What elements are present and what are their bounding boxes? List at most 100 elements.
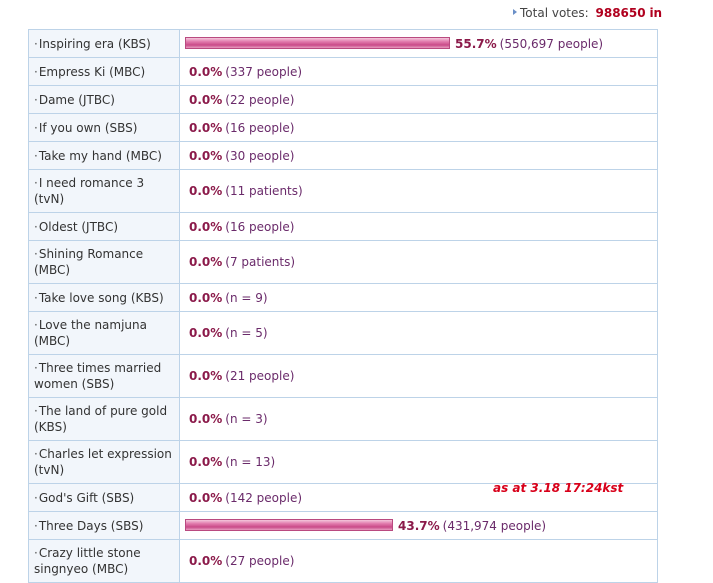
- poll-row: ·Empress Ki (MBC) 0.0% (337 people): [28, 57, 658, 86]
- poll-option-result: 0.0% (n = 9): [179, 283, 658, 312]
- vote-percent: 0.0%: [189, 490, 223, 505]
- poll-option-label: Shining Romance (MBC): [34, 247, 144, 277]
- poll-option-result: 0.0% (16 people): [179, 113, 658, 142]
- vote-percent: 0.0%: [189, 554, 223, 568]
- vote-count: (21 people): [225, 369, 295, 383]
- vote-percent: 0.0%: [189, 64, 223, 79]
- bullet-icon: ·: [34, 490, 38, 505]
- total-votes-value: 988650: [595, 6, 646, 20]
- bullet-icon: ·: [34, 518, 38, 533]
- vote-count: (16 people): [225, 120, 295, 135]
- poll-results-table: ·Inspiring era (KBS) 55.7% (550,697 people…: [28, 29, 658, 583]
- vote-count: (n = 9): [225, 290, 268, 305]
- vote-percent: 0.0%: [189, 148, 223, 163]
- poll-row: ·Take my hand (MBC) 0.0% (30 people): [28, 141, 658, 170]
- poll-option-result: 55.7% (550,697 people): [179, 29, 658, 58]
- vote-count: (22 people): [225, 92, 295, 107]
- poll-option-label: Love the namjuna (MBC): [34, 318, 147, 348]
- poll-option-name: ·Love the namjuna (MBC): [28, 311, 180, 355]
- poll-option-name: ·Take love song (KBS): [28, 283, 180, 312]
- poll-option-name: ·Dame (JTBC): [28, 85, 180, 114]
- vote-percent: 0.0%: [189, 290, 223, 305]
- bullet-icon: ·: [34, 120, 38, 135]
- bullet-icon: ·: [34, 92, 38, 107]
- poll-row: ·Oldest (JTBC) 0.0% (16 people): [28, 212, 658, 241]
- poll-row: ·Take love song (KBS) 0.0% (n = 9): [28, 283, 658, 312]
- bullet-icon: ·: [34, 219, 38, 234]
- poll-row: ·The land of pure gold (KBS) 0.0% (n = 3): [28, 397, 658, 441]
- poll-row: ·I need romance 3 (tvN) 0.0% (11 patients): [28, 169, 658, 213]
- poll-option-result: 0.0% (n = 13): [179, 440, 658, 484]
- poll-option-name: ·I need romance 3 (tvN): [28, 169, 180, 213]
- poll-option-label: Three times married women (SBS): [34, 361, 162, 391]
- vote-count: (30 people): [225, 148, 295, 163]
- poll-row: ·Inspiring era (KBS) 55.7% (550,697 people…: [28, 29, 658, 58]
- poll-option-label: Dame (JTBC): [38, 92, 115, 107]
- poll-option-label: Take my hand (MBC): [38, 148, 162, 163]
- vote-share-bar: [185, 36, 450, 49]
- poll-option-result: 0.0% (n = 3): [179, 397, 658, 441]
- bullet-icon: ·: [34, 176, 38, 190]
- poll-option-name: ·Three times married women (SBS): [28, 354, 180, 398]
- vote-share-bar: [185, 518, 393, 531]
- bullet-icon: ·: [34, 546, 38, 560]
- poll-option-label: If you own (SBS): [38, 120, 138, 135]
- vote-count: (142 people): [225, 490, 303, 505]
- poll-row: ·Crazy little stone singnyeo (MBC) 0.0% (2…: [28, 539, 658, 583]
- total-votes-unit: in: [649, 6, 663, 20]
- vote-count: (11 patients): [225, 184, 303, 198]
- bullet-icon: ·: [34, 404, 38, 418]
- poll-option-label: Charles let expression (tvN): [34, 447, 172, 477]
- poll-row: ·If you own (SBS) 0.0% (16 people): [28, 113, 658, 142]
- vote-count: (16 people): [225, 219, 295, 234]
- poll-option-name: ·Inspiring era (KBS): [28, 29, 180, 58]
- poll-option-result: 0.0% (22 people): [179, 85, 658, 114]
- poll-row: ·Three times married women (SBS) 0.0% (21 …: [28, 354, 658, 398]
- vote-percent: 0.0%: [189, 255, 223, 269]
- total-votes: Total votes: 988650 in: [513, 6, 662, 20]
- vote-percent: 0.0%: [189, 184, 223, 198]
- arrow-right-icon: [513, 9, 517, 15]
- poll-row: ·Three Days (SBS) 43.7% (431,974 people): [28, 511, 658, 540]
- vote-percent: 0.0%: [189, 219, 223, 234]
- vote-percent: 55.7%: [455, 36, 497, 51]
- timestamp-note: as at 3.18 17:24kst: [493, 481, 624, 495]
- bullet-icon: ·: [34, 290, 38, 305]
- vote-percent: 0.0%: [189, 455, 223, 469]
- poll-option-label: Inspiring era (KBS): [38, 36, 151, 51]
- poll-option-result: 0.0% (16 people): [179, 212, 658, 241]
- bullet-icon: ·: [34, 148, 38, 163]
- vote-percent: 0.0%: [189, 92, 223, 107]
- vote-count: (550,697 people): [499, 36, 604, 51]
- bullet-icon: ·: [34, 247, 38, 261]
- bullet-icon: ·: [34, 361, 38, 375]
- bullet-icon: ·: [34, 64, 38, 79]
- poll-option-name: ·God's Gift (SBS): [28, 483, 180, 512]
- poll-option-result: 0.0% (n = 5): [179, 311, 658, 355]
- poll-option-name: ·The land of pure gold (KBS): [28, 397, 180, 441]
- poll-option-label: Crazy little stone singnyeo (MBC): [34, 546, 141, 576]
- poll-option-result: 0.0% (21 people): [179, 354, 658, 398]
- poll-option-label: Three Days (SBS): [38, 518, 144, 533]
- poll-option-name: ·If you own (SBS): [28, 113, 180, 142]
- poll-option-name: ·Shining Romance (MBC): [28, 240, 180, 284]
- vote-percent: 43.7%: [398, 518, 440, 533]
- poll-option-label: Oldest (JTBC): [38, 219, 119, 234]
- poll-row: ·Charles let expression (tvN) 0.0% (n = 13…: [28, 440, 658, 484]
- poll-option-name: ·Crazy little stone singnyeo (MBC): [28, 539, 180, 583]
- poll-option-label: Take love song (KBS): [38, 290, 164, 305]
- poll-option-name: ·Empress Ki (MBC): [28, 57, 180, 86]
- poll-option-result: 43.7% (431,974 people): [179, 511, 658, 540]
- poll-option-result: 0.0% (27 people): [179, 539, 658, 583]
- poll-option-result: 0.0% (11 patients): [179, 169, 658, 213]
- poll-option-name: ·Charles let expression (tvN): [28, 440, 180, 484]
- poll-option-name: ·Take my hand (MBC): [28, 141, 180, 170]
- bullet-icon: ·: [34, 36, 38, 51]
- vote-count: (n = 3): [225, 412, 268, 426]
- vote-count: (n = 5): [225, 326, 268, 340]
- poll-row: ·Shining Romance (MBC) 0.0% (7 patients): [28, 240, 658, 284]
- vote-count: (n = 13): [225, 455, 276, 469]
- vote-percent: 0.0%: [189, 369, 223, 383]
- bullet-icon: ·: [34, 318, 38, 332]
- poll-row: ·Dame (JTBC) 0.0% (22 people): [28, 85, 658, 114]
